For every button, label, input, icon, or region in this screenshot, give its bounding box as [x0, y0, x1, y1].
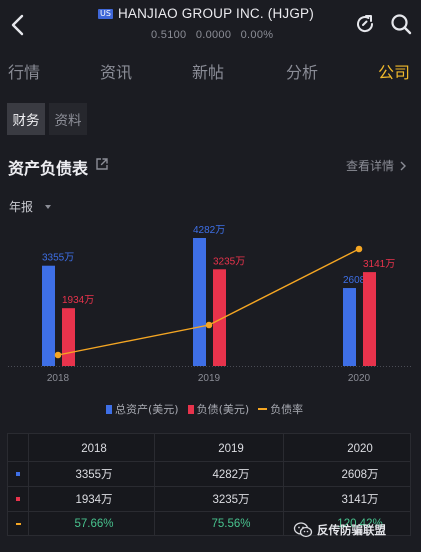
table-row: 57.66% 75.56% 120.42% [8, 511, 410, 536]
ratio-point [355, 245, 363, 253]
table-divider [28, 434, 29, 535]
bar-liabilities [62, 308, 75, 366]
tab-quotes[interactable]: 行情 [8, 63, 41, 82]
table-cell: 1934万 [75, 494, 113, 506]
section-title: 资产负债表 [8, 159, 89, 178]
chart-legend: 总资产(美元) 负债(美元) 负债率 [106, 401, 312, 417]
legend-item-total-assets: 总资产(美元) [106, 401, 179, 417]
legend-swatch-blue [106, 404, 112, 414]
price: 0.5100 [151, 29, 187, 41]
price-change-pct: 0.00% [240, 29, 274, 41]
bar-value-label: 2608万 [343, 275, 375, 286]
table-header-row: 2018 2019 2020 [8, 436, 410, 461]
view-details-label: 查看详情 [346, 159, 395, 173]
bar-liabilities [213, 269, 226, 366]
x-tick-label: 2020 [348, 373, 371, 384]
stock-title-row: US HANJIAO GROUP INC. (HJGP) [98, 6, 314, 21]
x-tick-label: 2018 [47, 373, 70, 384]
table-header-cell: 2019 [218, 442, 244, 455]
ratio-point [54, 351, 62, 359]
legend-item-ratio: 负债率 [258, 401, 303, 417]
row-key-blue [16, 472, 20, 476]
table-cell: 3355万 [75, 469, 113, 481]
bar-total-assets [343, 288, 356, 366]
ratio-line [57, 248, 360, 356]
table-row: 1934万 3235万 3141万 [8, 486, 410, 511]
row-key-red [16, 497, 20, 501]
caret-down-icon [45, 204, 52, 209]
stock-title: HANJIAO GROUP INC. (HJGP) [117, 6, 314, 21]
watermark: 反传防骗联盟 [293, 521, 386, 539]
market-badge: US [98, 8, 113, 19]
wechat-icon [293, 522, 313, 538]
view-details-link[interactable]: 查看详情 [346, 157, 407, 174]
bar-value-label: 4282万 [193, 225, 225, 236]
subtab-profile[interactable]: 资料 [49, 103, 87, 135]
bar-value-label: 3141万 [363, 259, 395, 270]
bar-value-label: 3355万 [42, 253, 74, 264]
bar-total-assets [193, 238, 206, 366]
search-icon[interactable] [389, 12, 413, 36]
table-cell: 3141万 [341, 494, 379, 506]
table-header-cell: 2018 [81, 442, 107, 455]
table-cell: 3235万 [212, 494, 250, 506]
legend-swatch-red [187, 404, 194, 414]
tab-company[interactable]: 公司 [378, 63, 411, 82]
bar-liabilities [363, 272, 376, 366]
table-cell: 120.42% [337, 518, 383, 530]
bar-total-assets [42, 265, 55, 366]
legend-item-liabilities: 负债(美元) [187, 401, 250, 417]
table-header-cell: 2020 [347, 442, 373, 455]
x-tick-label: 2019 [198, 373, 221, 384]
table-row: 3355万 4282万 2608万 [8, 461, 410, 486]
bar-value-label: 1934万 [62, 295, 94, 306]
period-select[interactable]: 年报 [9, 198, 52, 215]
refresh-icon[interactable] [354, 13, 376, 35]
table-cell: 2608万 [341, 469, 379, 481]
balance-sheet-chart: 3355万 4282万 2608万 1934万 3235万 3141万 2018 2019 20… [8, 225, 413, 384]
subtab-financials[interactable]: 财务 [7, 103, 45, 135]
data-table: 2018 2019 2020 3355万 4282万 2608万 1934万 3… [7, 433, 411, 536]
ratio-point [205, 321, 213, 329]
watermark-text: 反传防骗联盟 [317, 523, 386, 537]
table-cell: 75.56% [211, 518, 251, 530]
sub-tabs: 财务 资料 [7, 103, 87, 135]
row-key-line [15, 523, 21, 525]
legend-label: 负债率 [270, 403, 304, 416]
tab-analysis[interactable]: 分析 [286, 63, 319, 82]
chevron-right-icon [400, 161, 407, 170]
back-arrow-icon[interactable] [6, 12, 32, 38]
stock-header: US HANJIAO GROUP INC. (HJGP) 0.5100 0.00… [0, 0, 421, 52]
table-cell: 4282万 [212, 469, 250, 481]
table-divider [154, 434, 155, 535]
table-divider [283, 434, 284, 535]
period-select-value: 年报 [9, 200, 34, 214]
price-change: 0.0000 [195, 29, 232, 41]
legend-label: 负债(美元) [196, 403, 250, 416]
bar-value-label: 3235万 [213, 256, 245, 267]
external-link-icon[interactable] [95, 157, 109, 171]
quote-row: 0.5100 0.0000 0.00% [151, 29, 279, 41]
tab-posts[interactable]: 新帖 [192, 63, 225, 82]
tab-news[interactable]: 资讯 [100, 63, 133, 82]
table-cell: 57.66% [74, 518, 114, 530]
main-tabs: 行情 资讯 新帖 分析 公司 [0, 56, 421, 88]
legend-swatch-line [258, 408, 268, 410]
legend-label: 总资产(美元) [115, 403, 179, 416]
